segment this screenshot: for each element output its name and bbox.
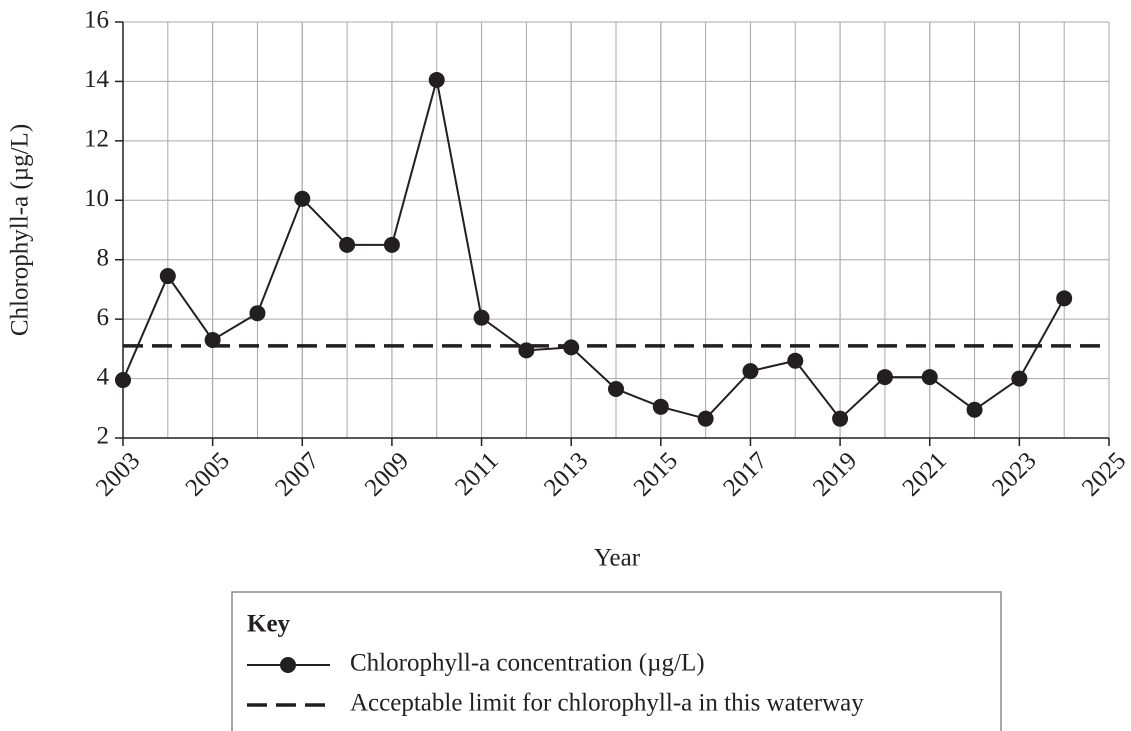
data-point	[697, 410, 714, 427]
legend-label: Chlorophyll-a concentration (µg/L)	[350, 650, 705, 677]
x-tick-label: 2025	[1077, 447, 1131, 501]
y-tick-label: 16	[84, 7, 109, 34]
data-point	[921, 369, 938, 386]
x-tick-label: 2015	[629, 447, 683, 501]
data-point	[518, 342, 535, 359]
data-point	[115, 372, 131, 389]
data-point	[428, 71, 445, 88]
y-tick-label: 4	[97, 363, 110, 390]
data-point	[159, 268, 176, 285]
legend-label: Acceptable limit for chlorophyll-a in th…	[350, 690, 864, 717]
data-point	[473, 309, 490, 326]
x-tick-label: 2019	[808, 447, 862, 501]
legend-title: Key	[247, 611, 291, 638]
legend-marker	[280, 657, 296, 673]
y-tick-label: 12	[84, 126, 109, 153]
data-point	[652, 398, 669, 415]
data-point	[1056, 290, 1073, 307]
y-tick-label: 8	[97, 244, 110, 271]
data-point	[832, 410, 849, 427]
x-tick-label: 2003	[91, 447, 145, 501]
x-tick-label: 2021	[898, 447, 952, 501]
x-axis-title: Year	[594, 545, 641, 572]
y-tick-label: 6	[97, 304, 110, 331]
x-tick-label: 2023	[987, 447, 1041, 501]
x-tick-label: 2011	[450, 447, 504, 501]
data-point	[249, 305, 266, 322]
x-tick-label: 2009	[360, 447, 414, 501]
data-point	[383, 236, 400, 253]
y-tick-label: 2	[97, 423, 110, 450]
y-tick-label: 14	[84, 66, 110, 93]
data-line	[122, 79, 1066, 421]
data-point	[787, 352, 804, 369]
data-point	[876, 369, 893, 386]
x-tick-label: 2005	[180, 447, 234, 501]
data-point	[1011, 370, 1028, 387]
data-point	[608, 380, 624, 397]
x-tick-label: 2017	[718, 447, 772, 501]
data-point	[966, 401, 983, 418]
legend-box	[231, 591, 1002, 731]
x-tick-label: 2007	[270, 447, 324, 501]
data-point	[742, 363, 759, 380]
data-point	[294, 190, 311, 207]
data-point	[339, 236, 356, 253]
y-tick-label: 10	[84, 185, 109, 212]
data-point	[204, 331, 221, 348]
data-point	[563, 339, 580, 356]
y-axis-title: Chlorophyll-a (µg/L)	[7, 124, 34, 336]
x-tick-label: 2013	[539, 447, 593, 501]
